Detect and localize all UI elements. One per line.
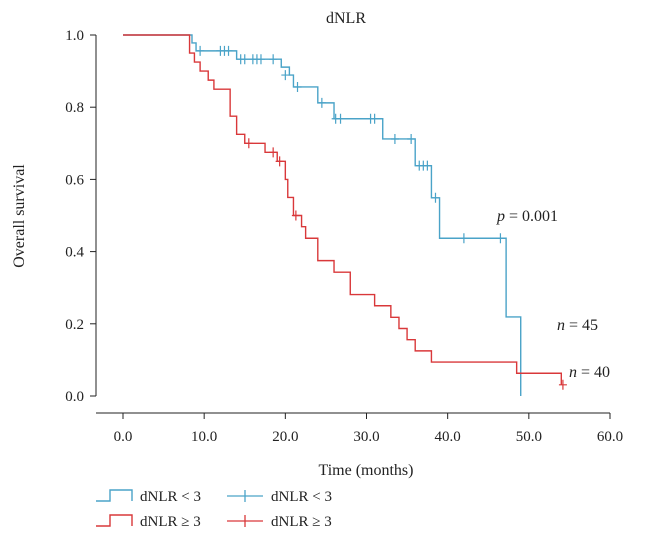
x-tick-label: 0.0 (114, 429, 133, 445)
y-tick-label: 0.6 (65, 172, 84, 188)
censor-mark (431, 192, 440, 203)
y-tick-label: 0.8 (65, 100, 84, 116)
n-low-value: = 45 (565, 317, 598, 334)
censor-mark (558, 379, 567, 390)
legend-item: dNLR ≥ 3 (227, 514, 332, 530)
x-axis-label: Time (months) (319, 462, 414, 479)
censor-mark (275, 156, 284, 167)
censor-mark (390, 133, 399, 144)
censor-mark (291, 210, 300, 221)
legend-label: dNLR ≥ 3 (140, 514, 201, 530)
series-layer (123, 34, 567, 396)
censor-mark (293, 81, 302, 92)
x-tick-label: 20.0 (272, 429, 298, 445)
survival-step-line (123, 34, 562, 385)
censor-mark (224, 45, 233, 56)
x-tick-label: 50.0 (516, 429, 542, 445)
censor-mark (317, 97, 326, 108)
y-ticks: 0.0 0.2 0.4 0.6 0.8 1.0 (65, 28, 96, 405)
n-low-letter: n (557, 317, 565, 334)
x-ticks: 0.0 10.0 20.0 30.0 40.0 50.0 60.0 (114, 413, 623, 445)
n-high-annotation: n = 40 (569, 364, 610, 381)
x-tick-label: 10.0 (191, 429, 217, 445)
censor-mark (240, 54, 249, 65)
y-axis-label: Overall survival (11, 164, 28, 268)
censor-mark (496, 233, 505, 244)
legend-censor-symbol (227, 515, 263, 527)
p-value: = 0.001 (505, 208, 558, 225)
y-tick-label: 0.4 (65, 245, 84, 261)
n-high-letter: n (569, 364, 577, 381)
censor-mark (196, 45, 205, 56)
legend: dNLR < 3 dNLR < 3 dNLR ≥ 3 dNLR ≥ 3 (96, 489, 332, 530)
x-tick-label: 60.0 (597, 429, 623, 445)
chart-title: dNLR (326, 10, 366, 27)
censor-mark (336, 113, 345, 124)
n-high-value: = 40 (577, 364, 610, 381)
p-value-annotation: p = 0.001 (496, 208, 558, 225)
legend-item: dNLR < 3 (96, 489, 201, 505)
legend-label: dNLR < 3 (271, 489, 332, 505)
censor-mark (370, 113, 379, 124)
legend-label: dNLR ≥ 3 (271, 514, 332, 530)
x-tick-label: 30.0 (353, 429, 379, 445)
y-tick-label: 0.0 (65, 389, 84, 405)
legend-item: dNLR < 3 (227, 489, 332, 505)
legend-item: dNLR ≥ 3 (96, 514, 201, 530)
series-1 (123, 34, 567, 390)
x-axis: 0.0 10.0 20.0 30.0 40.0 50.0 60.0 (96, 412, 623, 445)
censor-mark (269, 54, 278, 65)
censor-mark (244, 138, 253, 149)
y-axis: 0.0 0.2 0.4 0.6 0.8 1.0 (65, 28, 97, 405)
survival-step-line (123, 34, 522, 396)
y-tick-label: 0.2 (65, 317, 84, 333)
legend-step-symbol (96, 514, 133, 527)
series-0 (123, 34, 522, 396)
legend-censor-symbol (227, 490, 263, 502)
p-letter: p (496, 208, 505, 225)
legend-label: dNLR < 3 (140, 489, 201, 505)
censor-mark (281, 70, 290, 81)
censor-mark (423, 160, 432, 171)
censor-mark (269, 147, 278, 158)
censor-mark (407, 133, 416, 144)
legend-step-symbol (96, 489, 133, 502)
n-low-annotation: n = 45 (557, 317, 598, 334)
y-tick-label: 1.0 (65, 28, 84, 44)
censor-mark (256, 54, 265, 65)
censor-mark (459, 233, 468, 244)
x-tick-label: 40.0 (435, 429, 461, 445)
